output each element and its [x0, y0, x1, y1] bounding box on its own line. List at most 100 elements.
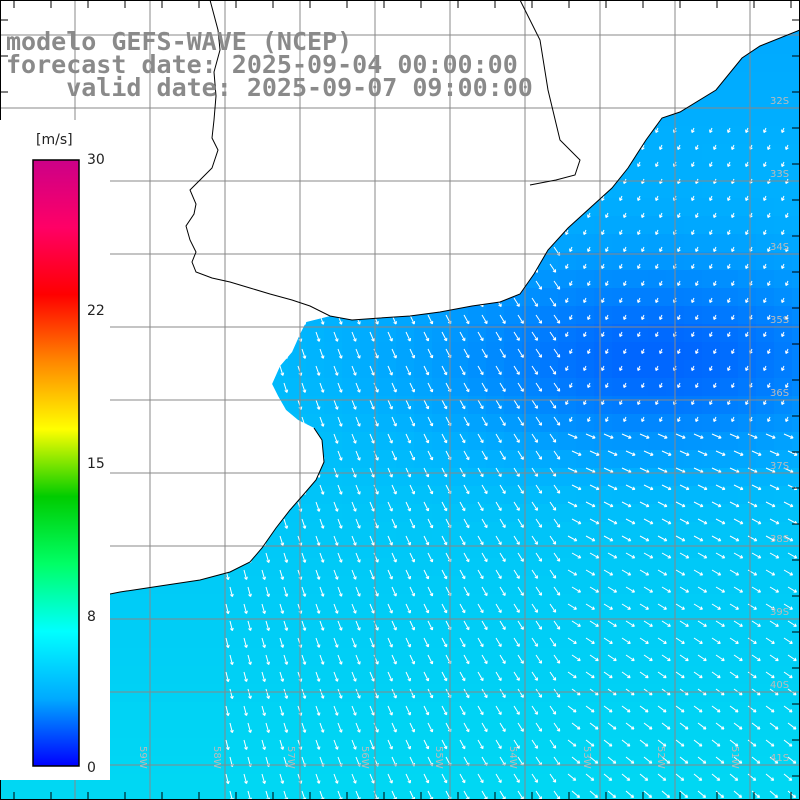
wind-arrow	[695, 212, 699, 218]
wind-arrow	[391, 484, 397, 495]
wind-arrow	[369, 331, 375, 342]
wind-cell	[270, 630, 289, 649]
wind-arrow	[427, 586, 434, 597]
wind-cell	[504, 306, 523, 325]
wind-cell	[288, 738, 307, 757]
wind-cell	[684, 234, 703, 253]
wind-arrow	[769, 518, 780, 525]
wind-arrow	[495, 399, 502, 410]
wind-cell	[648, 594, 667, 613]
wind-cell	[342, 396, 361, 415]
wind-cell	[108, 738, 127, 757]
wind-arrow	[569, 246, 573, 252]
wind-cell	[342, 684, 361, 703]
wind-cell	[432, 342, 451, 361]
wind-arrow	[247, 722, 252, 734]
wind-cell	[738, 54, 757, 73]
wind-arrow	[659, 382, 663, 388]
wind-cell	[414, 666, 433, 685]
wind-arrow	[549, 501, 557, 511]
wind-cell	[414, 540, 433, 559]
wind-cell	[792, 468, 800, 487]
wind-arrow	[639, 535, 650, 542]
wind-arrow	[607, 654, 617, 662]
wind-arrow	[675, 433, 686, 439]
wind-cell	[324, 432, 343, 451]
wind-arrow	[423, 705, 430, 716]
wind-cell	[414, 720, 433, 739]
wind-arrow	[767, 246, 771, 252]
wind-cell	[648, 162, 667, 181]
wind-arrow	[499, 416, 506, 427]
wind-arrow	[261, 637, 267, 648]
wind-arrow	[603, 535, 614, 542]
colorbar-tick-15: 15	[87, 456, 105, 472]
wind-cell	[162, 792, 181, 800]
wind-arrow	[549, 603, 557, 613]
wind-cell	[540, 576, 559, 595]
wind-arrow	[477, 399, 484, 410]
wind-cell	[684, 378, 703, 397]
wind-arrow	[713, 348, 717, 354]
wind-cell	[738, 414, 757, 433]
wind-cell	[756, 252, 775, 271]
wind-arrow	[553, 722, 561, 732]
wind-cell	[792, 162, 800, 181]
wind-arrow	[337, 484, 343, 495]
wind-cell	[468, 558, 487, 577]
wind-arrow	[655, 263, 659, 269]
wind-cell	[774, 612, 793, 631]
wind-arrow	[565, 399, 569, 405]
lon-label: 52W	[655, 746, 666, 769]
wind-cell	[702, 774, 721, 793]
wind-cell	[684, 720, 703, 739]
lat-label: 33S	[770, 169, 789, 180]
wind-arrow	[549, 637, 557, 647]
coastline-north	[185, 0, 800, 321]
wind-cell	[684, 270, 703, 289]
wind-cell	[504, 522, 523, 541]
wind-arrow	[549, 535, 557, 545]
wind-arrow	[747, 569, 758, 576]
wind-cell	[468, 666, 487, 685]
wind-arrow	[585, 603, 595, 610]
wind-arrow	[279, 705, 285, 716]
wind-arrow	[659, 280, 663, 286]
wind-cell	[648, 666, 667, 685]
wind-cell	[684, 522, 703, 541]
wind-cell	[630, 540, 649, 559]
wind-cell	[612, 540, 631, 559]
wind-cell	[558, 558, 577, 577]
wind-arrow	[247, 620, 252, 632]
wind-cell	[36, 792, 55, 800]
wind-arrow	[477, 603, 484, 614]
wind-arrow	[745, 229, 749, 235]
wind-arrow	[697, 552, 708, 559]
wind-arrow	[601, 229, 605, 235]
wind-arrow	[675, 535, 686, 542]
wind-cell	[324, 666, 343, 685]
wind-arrow	[423, 569, 430, 580]
lon-label: 57W	[285, 746, 296, 769]
wind-cell	[432, 792, 451, 800]
wind-arrow	[585, 739, 595, 747]
wind-cell	[774, 504, 793, 523]
wind-arrow	[315, 399, 321, 410]
wind-cell	[18, 630, 37, 649]
wind-arrow	[571, 756, 581, 764]
wind-arrow	[531, 637, 538, 647]
wind-cell	[540, 738, 559, 757]
wind-arrow	[769, 654, 779, 662]
wind-arrow	[677, 314, 681, 320]
wind-cell	[612, 414, 631, 433]
wind-arrow	[355, 416, 361, 427]
wind-cell	[54, 774, 73, 793]
wind-cell	[450, 396, 469, 415]
wind-arrow	[733, 484, 744, 491]
wind-arrow	[745, 161, 749, 167]
wind-arrow	[405, 569, 412, 580]
wind-arrow	[495, 773, 502, 784]
wind-cell	[774, 54, 793, 73]
wind-cell	[162, 648, 181, 667]
wind-cell	[702, 576, 721, 595]
